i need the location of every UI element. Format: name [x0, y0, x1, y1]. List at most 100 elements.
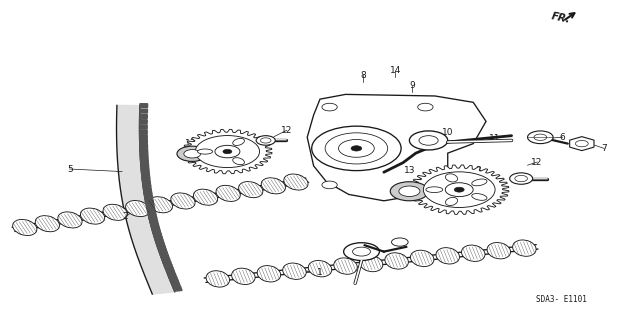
Ellipse shape	[410, 250, 434, 267]
Ellipse shape	[233, 158, 244, 165]
Polygon shape	[159, 252, 168, 257]
Text: 4: 4	[247, 137, 253, 145]
Ellipse shape	[148, 197, 172, 213]
Circle shape	[312, 126, 401, 171]
Polygon shape	[143, 186, 151, 190]
Text: 1: 1	[317, 268, 323, 277]
Polygon shape	[147, 211, 156, 215]
Ellipse shape	[487, 242, 511, 259]
Ellipse shape	[13, 219, 37, 235]
Circle shape	[392, 238, 408, 246]
Ellipse shape	[472, 194, 487, 200]
Ellipse shape	[513, 240, 536, 256]
Circle shape	[184, 150, 201, 158]
Ellipse shape	[35, 216, 60, 232]
Text: 6: 6	[560, 133, 566, 142]
Circle shape	[445, 183, 473, 197]
Polygon shape	[157, 246, 166, 251]
Circle shape	[454, 187, 464, 192]
Ellipse shape	[257, 266, 281, 282]
Polygon shape	[143, 182, 150, 186]
Ellipse shape	[284, 174, 308, 190]
Polygon shape	[173, 287, 182, 291]
Text: 13: 13	[185, 139, 196, 148]
Ellipse shape	[193, 189, 218, 205]
Ellipse shape	[308, 261, 332, 277]
Polygon shape	[140, 125, 147, 129]
Polygon shape	[141, 162, 148, 166]
Text: FR.: FR.	[550, 11, 571, 25]
Text: 13: 13	[404, 166, 415, 175]
Polygon shape	[152, 231, 161, 235]
Circle shape	[195, 136, 260, 167]
Polygon shape	[162, 258, 171, 263]
Text: 14: 14	[390, 66, 401, 75]
Ellipse shape	[436, 248, 460, 264]
Polygon shape	[140, 153, 148, 157]
Circle shape	[223, 149, 232, 154]
Polygon shape	[149, 218, 157, 222]
Polygon shape	[148, 214, 157, 219]
Polygon shape	[156, 243, 165, 248]
Polygon shape	[154, 237, 163, 241]
Circle shape	[418, 103, 433, 111]
Ellipse shape	[472, 179, 487, 186]
Polygon shape	[147, 208, 155, 212]
Polygon shape	[140, 120, 147, 123]
Circle shape	[322, 181, 337, 189]
Ellipse shape	[445, 174, 458, 182]
Polygon shape	[164, 265, 173, 269]
Polygon shape	[170, 280, 179, 285]
Ellipse shape	[334, 258, 357, 274]
Polygon shape	[140, 135, 147, 138]
Polygon shape	[165, 268, 174, 272]
Ellipse shape	[58, 212, 82, 228]
Polygon shape	[140, 104, 148, 108]
Circle shape	[390, 182, 429, 201]
Polygon shape	[161, 256, 170, 260]
Ellipse shape	[359, 255, 383, 272]
Polygon shape	[140, 109, 147, 113]
Polygon shape	[143, 190, 152, 194]
Text: 12: 12	[531, 158, 543, 167]
Ellipse shape	[198, 149, 212, 154]
Ellipse shape	[445, 197, 458, 205]
Circle shape	[344, 243, 380, 261]
Circle shape	[322, 103, 337, 111]
Polygon shape	[183, 129, 272, 174]
Text: SDA3- E1101: SDA3- E1101	[536, 295, 587, 304]
Polygon shape	[166, 271, 175, 275]
Polygon shape	[140, 158, 148, 161]
Text: 2: 2	[122, 212, 128, 221]
Polygon shape	[140, 149, 148, 153]
Polygon shape	[159, 249, 168, 254]
Polygon shape	[140, 130, 147, 134]
Ellipse shape	[233, 138, 244, 145]
Text: 3: 3	[476, 166, 481, 175]
Polygon shape	[410, 165, 509, 214]
Circle shape	[351, 146, 362, 151]
Ellipse shape	[426, 187, 443, 193]
Polygon shape	[150, 224, 159, 228]
Text: 9: 9	[409, 81, 415, 90]
Text: 7: 7	[602, 144, 607, 153]
Ellipse shape	[283, 263, 306, 279]
Polygon shape	[169, 277, 178, 282]
Text: 12: 12	[281, 126, 292, 135]
Polygon shape	[145, 201, 154, 205]
Polygon shape	[142, 178, 150, 182]
Circle shape	[509, 173, 532, 184]
Polygon shape	[156, 240, 164, 244]
Polygon shape	[141, 166, 149, 170]
Ellipse shape	[171, 193, 195, 209]
Polygon shape	[141, 174, 150, 178]
Ellipse shape	[232, 268, 255, 285]
Polygon shape	[163, 262, 172, 266]
Polygon shape	[141, 170, 149, 174]
Circle shape	[418, 178, 433, 186]
Text: 5: 5	[67, 165, 72, 174]
Circle shape	[177, 146, 207, 161]
Text: 8: 8	[360, 71, 366, 80]
Polygon shape	[140, 144, 148, 148]
Polygon shape	[116, 105, 175, 294]
